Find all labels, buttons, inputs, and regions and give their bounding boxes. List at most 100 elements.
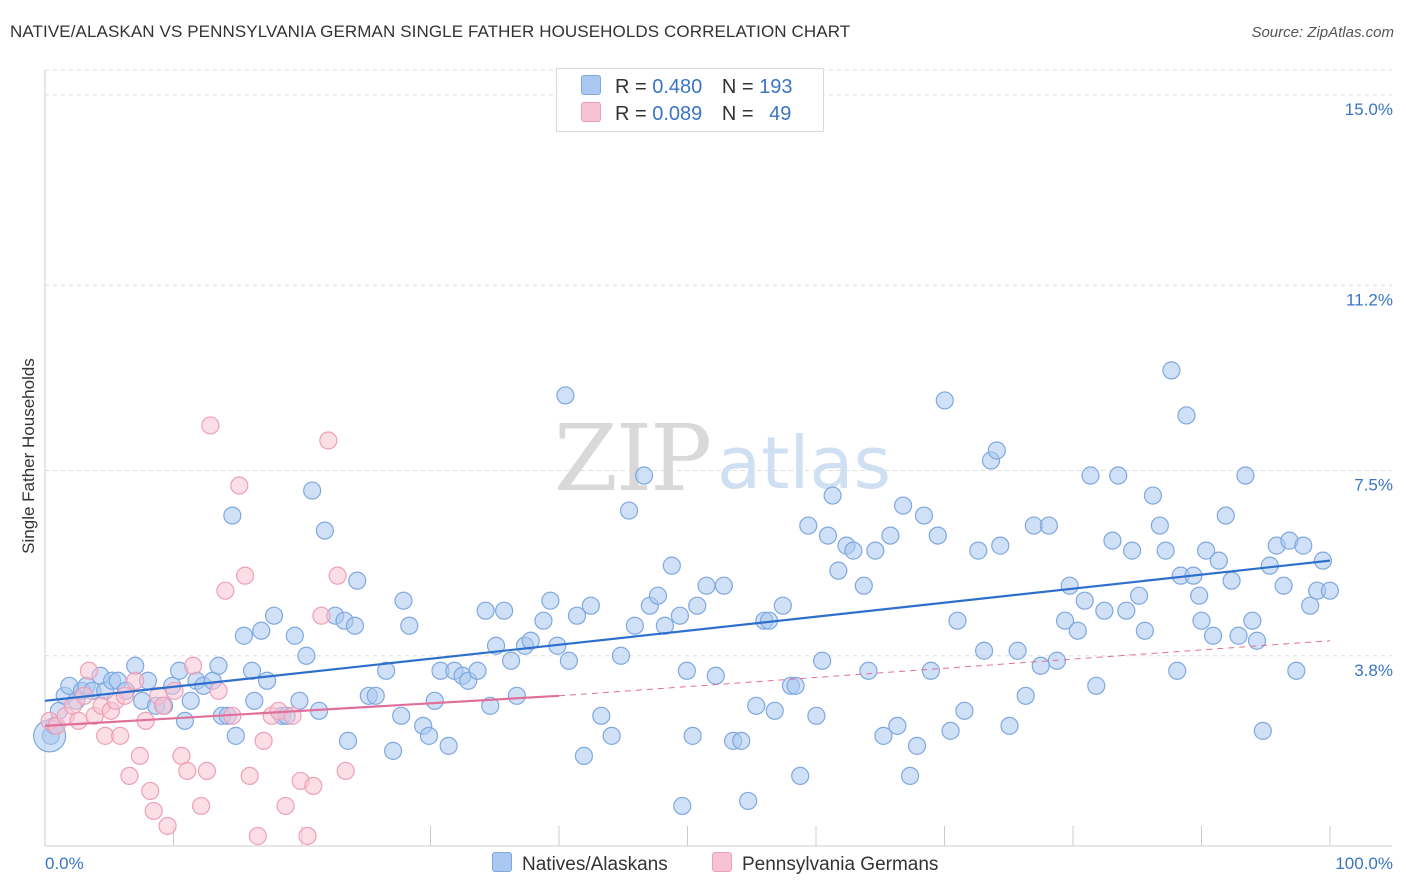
- scatter-point: [955, 701, 974, 720]
- scatter-point: [400, 616, 419, 635]
- scatter-point: [866, 541, 885, 560]
- legend-r-value: 0.089: [652, 103, 703, 125]
- scatter-point: [714, 576, 733, 595]
- scatter-point: [1123, 541, 1142, 560]
- scatter-point: [338, 731, 358, 750]
- bottom-legend-label: Natives/Alaskans: [522, 854, 668, 875]
- legend-n-value: 193: [759, 76, 793, 98]
- trend-line-pa-germans: [44, 694, 560, 727]
- legend-r-value: 0.480: [652, 76, 703, 98]
- scatter-point: [468, 661, 487, 680]
- scatter-point: [1135, 621, 1154, 640]
- scatter-point: [394, 591, 413, 610]
- scatter-point: [799, 516, 818, 535]
- scatter-point: [165, 681, 184, 700]
- scatter-point: [226, 726, 245, 745]
- scatter-point: [1236, 466, 1255, 485]
- scatter-point: [298, 826, 317, 846]
- scatter-point: [377, 661, 396, 680]
- scatter-point: [670, 606, 690, 625]
- scatter-point: [1060, 576, 1079, 595]
- scatter-point: [1156, 541, 1175, 560]
- scatter-point: [813, 651, 832, 670]
- legend-row-pa-germans: R = 0.089 N = 49: [581, 102, 791, 126]
- scatter-point: [501, 651, 521, 670]
- scatter-point: [1016, 686, 1035, 705]
- legend-r-label: R =: [615, 76, 647, 98]
- scatter-point: [765, 701, 784, 720]
- scatter-point: [1209, 551, 1228, 570]
- scatter-point: [662, 556, 681, 575]
- scatter-point: [818, 526, 838, 545]
- scatter-point: [1103, 531, 1122, 550]
- scatter-point: [130, 746, 149, 765]
- scatter-point: [126, 671, 145, 690]
- tick-labels: 3.8% 7.5% 11.2% 15.0% 0.0% 100.0%: [45, 100, 1393, 873]
- scatter-point: [1129, 586, 1149, 605]
- scatter-point: [192, 796, 211, 816]
- scatter-point: [648, 586, 668, 605]
- scatter-point: [581, 596, 600, 615]
- scatter-point: [881, 526, 900, 545]
- scatter-point: [384, 741, 403, 760]
- scatter-point: [254, 731, 273, 750]
- scatter-point: [739, 791, 758, 811]
- bottom-legend-swatch-pink: [712, 852, 732, 872]
- scatter-point: [683, 726, 702, 745]
- scatter-point: [319, 431, 338, 450]
- scatter-point: [859, 661, 878, 680]
- scatter-point: [419, 726, 439, 745]
- scatter-point: [223, 506, 242, 525]
- scatter-point: [285, 626, 304, 645]
- scatter-point: [315, 521, 334, 540]
- scatter-point: [120, 766, 139, 786]
- scatter-point: [914, 506, 934, 525]
- scatter-point: [625, 616, 644, 635]
- scatter-point: [791, 766, 810, 786]
- scatter-point: [216, 581, 235, 600]
- scatter-point: [900, 766, 920, 786]
- x-tick-label: 100.0%: [1335, 854, 1393, 873]
- scatter-point: [201, 416, 220, 435]
- y-tick-label: 3.8%: [1354, 661, 1393, 680]
- scatter-point: [1168, 661, 1187, 680]
- scatter-point: [1075, 591, 1094, 610]
- scatter-point: [495, 601, 514, 620]
- scatter-point: [1190, 586, 1209, 605]
- bottom-legend-label: Pennsylvania Germans: [742, 854, 939, 875]
- scatter-point: [328, 566, 347, 585]
- scatter-point: [1177, 406, 1196, 425]
- scatter-point: [706, 666, 725, 685]
- series-pennsylvania-germans: [40, 416, 355, 846]
- scatter-point: [1087, 676, 1106, 695]
- scatter-point: [111, 726, 130, 745]
- scatter-point: [252, 621, 271, 640]
- scatter-point: [153, 696, 173, 715]
- scatter-point: [888, 716, 907, 735]
- scatter-point: [987, 441, 1006, 460]
- scatter-point: [611, 646, 631, 665]
- scatter-point: [567, 606, 587, 625]
- source-label: Source: ZipAtlas.com: [1251, 24, 1394, 41]
- scatter-point: [439, 736, 458, 755]
- watermark-zip: ZIP: [554, 405, 710, 512]
- scatter-point: [209, 681, 228, 700]
- scatter-point: [1162, 361, 1181, 380]
- scatter-point: [1247, 631, 1267, 650]
- scatter-point: [1222, 571, 1241, 590]
- trend-lines: [44, 559, 1331, 727]
- scatter-point: [507, 686, 526, 705]
- scatter-point: [1117, 601, 1136, 620]
- scatter-point: [1243, 611, 1262, 630]
- scatter-point: [304, 776, 323, 796]
- scatter-point: [234, 626, 254, 645]
- scatter-point: [697, 576, 716, 595]
- legend-r-label: R =: [615, 103, 647, 125]
- scatter-point: [348, 571, 367, 590]
- scatter-point: [178, 761, 197, 781]
- scatter-point: [1320, 581, 1339, 600]
- trend-line-pa-germans-extension: [558, 640, 1331, 697]
- scatter-point: [677, 661, 696, 680]
- scatter-point: [290, 691, 309, 710]
